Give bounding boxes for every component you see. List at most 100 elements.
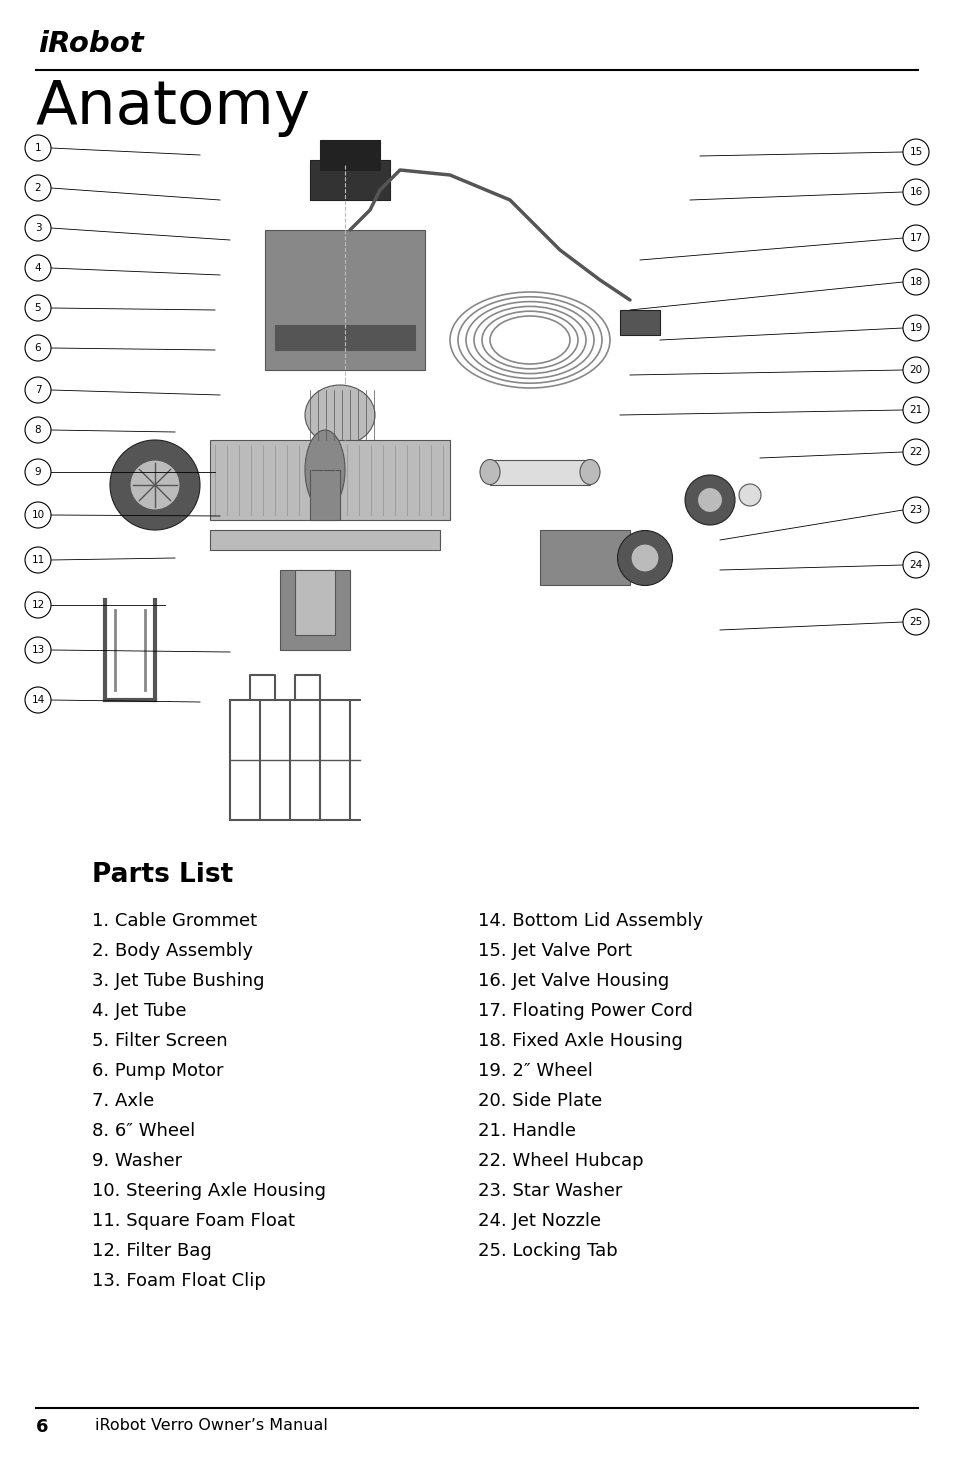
Text: 10: 10 (31, 510, 45, 521)
Ellipse shape (739, 484, 760, 506)
Text: 18. Fixed Axle Housing: 18. Fixed Axle Housing (477, 1032, 682, 1050)
Circle shape (25, 417, 51, 442)
Ellipse shape (617, 531, 672, 586)
Text: 17: 17 (908, 233, 922, 243)
Text: 6. Pump Motor: 6. Pump Motor (91, 1062, 223, 1080)
Circle shape (902, 609, 928, 636)
Ellipse shape (479, 460, 499, 484)
Text: 14. Bottom Lid Assembly: 14. Bottom Lid Assembly (477, 912, 702, 931)
Text: 20. Side Plate: 20. Side Plate (477, 1092, 601, 1111)
Circle shape (25, 591, 51, 618)
Text: 11: 11 (31, 555, 45, 565)
Circle shape (25, 255, 51, 282)
Text: 3. Jet Tube Bushing: 3. Jet Tube Bushing (91, 972, 264, 990)
Circle shape (25, 176, 51, 201)
Text: 24: 24 (908, 560, 922, 569)
Text: 10. Steering Axle Housing: 10. Steering Axle Housing (91, 1181, 326, 1201)
Text: 8. 6″ Wheel: 8. 6″ Wheel (91, 1122, 195, 1140)
Ellipse shape (579, 460, 599, 484)
Circle shape (25, 378, 51, 403)
Text: 25: 25 (908, 617, 922, 627)
Ellipse shape (130, 460, 180, 510)
Circle shape (25, 295, 51, 322)
Text: iRobot: iRobot (38, 30, 144, 58)
Text: 12. Filter Bag: 12. Filter Bag (91, 1242, 212, 1260)
Text: 3: 3 (34, 223, 41, 233)
Text: 22. Wheel Hubcap: 22. Wheel Hubcap (477, 1152, 643, 1170)
Text: 2. Body Assembly: 2. Body Assembly (91, 943, 253, 960)
Text: 2: 2 (34, 183, 41, 193)
Text: 12: 12 (31, 600, 45, 611)
Bar (294, 569, 335, 636)
Bar (319, 140, 379, 170)
Circle shape (902, 552, 928, 578)
Bar (274, 324, 415, 350)
Text: 9: 9 (34, 468, 41, 476)
Text: 13. Foam Float Clip: 13. Foam Float Clip (91, 1271, 266, 1291)
Text: 23: 23 (908, 504, 922, 515)
Circle shape (25, 459, 51, 485)
Circle shape (902, 226, 928, 251)
Text: Parts List: Parts List (91, 861, 233, 888)
Text: 19: 19 (908, 323, 922, 333)
Text: 6: 6 (36, 1417, 49, 1437)
Circle shape (25, 687, 51, 712)
Text: 23. Star Washer: 23. Star Washer (477, 1181, 621, 1201)
Text: 20: 20 (908, 364, 922, 375)
Text: iRobot Verro Owner’s Manual: iRobot Verro Owner’s Manual (95, 1417, 328, 1434)
Bar (210, 440, 450, 521)
Text: 13: 13 (31, 645, 45, 655)
Text: 9. Washer: 9. Washer (91, 1152, 182, 1170)
Circle shape (902, 497, 928, 524)
Text: Anatomy: Anatomy (36, 78, 311, 137)
Ellipse shape (684, 475, 734, 525)
Text: 14: 14 (31, 695, 45, 705)
Text: 15: 15 (908, 148, 922, 156)
Bar (210, 530, 439, 550)
Circle shape (902, 397, 928, 423)
Text: 18: 18 (908, 277, 922, 288)
Text: 17. Floating Power Cord: 17. Floating Power Cord (477, 1002, 692, 1021)
Circle shape (902, 178, 928, 205)
Ellipse shape (630, 544, 659, 572)
Circle shape (25, 215, 51, 240)
Bar (280, 569, 350, 650)
Text: 4: 4 (34, 263, 41, 273)
Text: 22: 22 (908, 447, 922, 457)
Ellipse shape (305, 385, 375, 445)
Bar (619, 310, 659, 335)
Circle shape (902, 268, 928, 295)
Text: 6: 6 (34, 344, 41, 353)
Text: 7. Axle: 7. Axle (91, 1092, 154, 1111)
Circle shape (25, 547, 51, 572)
Bar (310, 159, 390, 201)
Text: 5: 5 (34, 302, 41, 313)
Text: 1: 1 (34, 143, 41, 153)
Text: 15. Jet Valve Port: 15. Jet Valve Port (477, 943, 631, 960)
Circle shape (25, 335, 51, 361)
Bar (265, 230, 424, 370)
Text: 5. Filter Screen: 5. Filter Screen (91, 1032, 228, 1050)
Bar (490, 460, 589, 485)
Circle shape (25, 637, 51, 662)
Circle shape (902, 440, 928, 465)
Text: 7: 7 (34, 385, 41, 395)
Text: 24. Jet Nozzle: 24. Jet Nozzle (477, 1212, 600, 1230)
Text: 21. Handle: 21. Handle (477, 1122, 576, 1140)
Ellipse shape (110, 440, 200, 530)
Bar (539, 530, 629, 586)
Circle shape (902, 316, 928, 341)
Circle shape (902, 139, 928, 165)
Text: 19. 2″ Wheel: 19. 2″ Wheel (477, 1062, 592, 1080)
Text: 8: 8 (34, 425, 41, 435)
Circle shape (902, 357, 928, 384)
Text: 16. Jet Valve Housing: 16. Jet Valve Housing (477, 972, 669, 990)
Ellipse shape (305, 431, 345, 510)
Text: 4. Jet Tube: 4. Jet Tube (91, 1002, 186, 1021)
Text: 21: 21 (908, 406, 922, 414)
Text: 25. Locking Tab: 25. Locking Tab (477, 1242, 618, 1260)
Text: 11. Square Foam Float: 11. Square Foam Float (91, 1212, 294, 1230)
Ellipse shape (697, 488, 721, 512)
Circle shape (25, 136, 51, 161)
Text: 1. Cable Grommet: 1. Cable Grommet (91, 912, 257, 931)
